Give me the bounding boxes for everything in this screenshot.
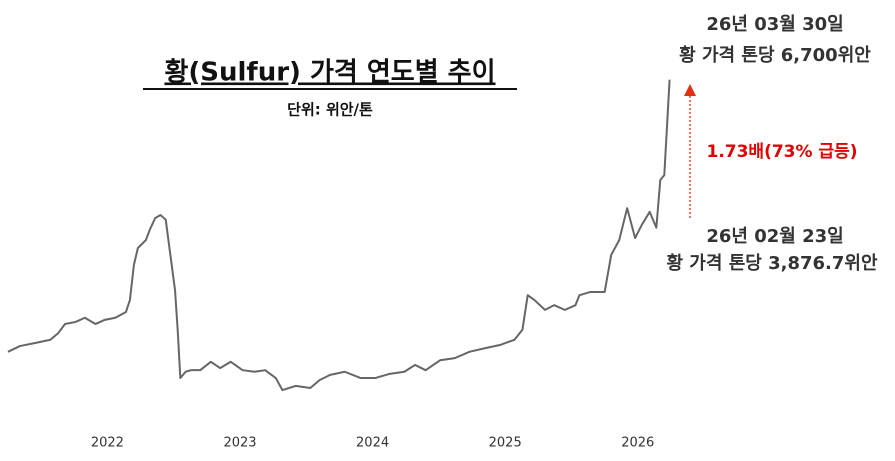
x-tick-label: 2022 [91,436,124,451]
chart-subtitle: 단위: 위안/톤 [287,101,373,119]
x-tick-label: 2024 [356,436,389,451]
arrow-head [684,84,696,96]
x-tick-label: 2025 [489,436,522,451]
annotation: 26년 02월 23일 [706,226,843,247]
annotation: 26년 03월 30일 [706,14,843,35]
x-tick-label: 2026 [621,436,654,451]
annotation-ratio: 1.73배(73% 급등) [706,142,857,162]
annotation: 황 가격 톤당 3,876.7위안 [666,253,877,274]
x-tick-label: 2023 [223,436,256,451]
annotation: 황 가격 톤당 6,700위안 [679,45,871,66]
price-line [7,79,671,392]
chart-title: 황(Sulfur) 가격 연도별 추이 [164,58,495,88]
